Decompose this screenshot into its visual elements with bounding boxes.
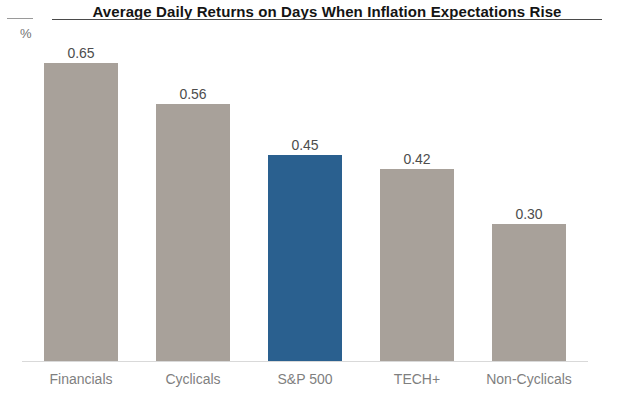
bar-cyclicals — [156, 104, 230, 362]
value-label-cyclicals: 0.56 — [137, 86, 249, 102]
value-label-financials: 0.65 — [25, 45, 137, 61]
y-axis-unit-label: % — [20, 26, 32, 41]
value-label-tech: 0.42 — [361, 151, 473, 167]
bar-tech — [380, 169, 454, 362]
value-label-non-cyclicals: 0.30 — [473, 206, 585, 222]
value-label-s-p-500: 0.45 — [249, 137, 361, 153]
category-label-s-p-500: S&P 500 — [249, 371, 361, 387]
category-label-tech: TECH+ — [361, 371, 473, 387]
chart-title: Average Daily Returns on Days When Infla… — [52, 3, 602, 20]
category-label-non-cyclicals: Non-Cyclicals — [473, 371, 585, 387]
top-left-tick — [7, 18, 33, 19]
category-label-cyclicals: Cyclicals — [137, 371, 249, 387]
title-underline — [52, 19, 602, 20]
bar-chart: Average Daily Returns on Days When Infla… — [0, 0, 640, 400]
x-axis-line — [22, 361, 588, 362]
bar-s-p-500 — [268, 155, 342, 362]
bar-financials — [44, 63, 118, 362]
bar-non-cyclicals — [492, 224, 566, 362]
category-label-financials: Financials — [25, 371, 137, 387]
